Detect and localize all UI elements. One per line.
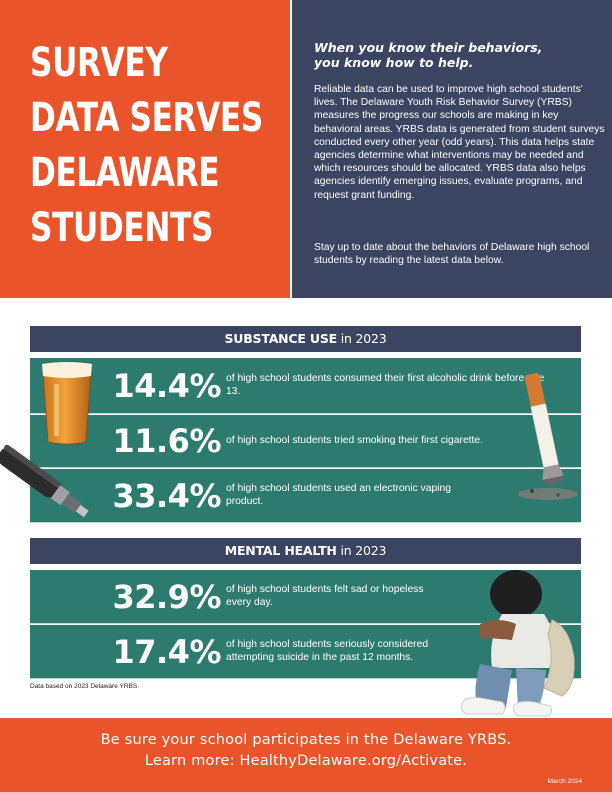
stat-row-vaping: 33.4% of high school students used an el… xyxy=(30,469,581,523)
mental-health-heading-bold: MENTAL HEALTH xyxy=(224,543,337,558)
stat-value: 14.4% xyxy=(112,366,221,405)
substance-use-heading-bold: SUBSTANCE USE xyxy=(224,331,337,346)
sad-student-photo xyxy=(461,570,575,717)
substance-use-heading: SUBSTANCE USE in 2023 xyxy=(30,326,581,352)
vape-pen-photo xyxy=(0,444,89,518)
title-line-4: STUDENTS xyxy=(30,205,214,251)
intro-paragraph: Reliable data can be used to improve hig… xyxy=(314,84,605,201)
stat-row-alcohol: 14.4% of high school students consumed t… xyxy=(30,358,581,414)
page-title: SURVEY DATA SERVES DELAWARE STUDENTS xyxy=(30,36,263,256)
stat-description: of high school students seriously consid… xyxy=(226,639,429,663)
title-line-1: SURVEY xyxy=(30,40,168,86)
stat-value: 32.9% xyxy=(112,577,221,616)
footer-banner: Be sure your school participates in the … xyxy=(0,718,612,792)
beer-glass-photo xyxy=(42,362,92,445)
stat-description: of high school students felt sad or hope… xyxy=(226,584,424,608)
substance-use-heading-year: in 2023 xyxy=(336,331,387,346)
stat-value: 11.6% xyxy=(112,422,221,460)
mental-health-heading: MENTAL HEALTH in 2023 xyxy=(30,538,581,564)
stat-value: 33.4% xyxy=(112,476,221,515)
hero-title-panel: SURVEY DATA SERVES DELAWARE STUDENTS xyxy=(0,0,290,298)
stat-row-cigarette: 11.6% of high school students tried smok… xyxy=(30,415,581,468)
cta-line-2: Learn more: HealthyDelaware.org/Activate… xyxy=(144,753,468,769)
intro-panel: When you know their behaviors, you know … xyxy=(292,0,612,298)
stat-description: of high school students consumed their f… xyxy=(226,373,545,397)
publication-date: March 2024 xyxy=(547,778,582,785)
tagline-line-1: When you know their behaviors, xyxy=(314,40,543,55)
stat-value: 17.4% xyxy=(112,632,221,671)
cta-line-1: Be sure your school participates in the … xyxy=(100,732,512,748)
data-source-footnote: Data based on 2023 Delaware YRBS. xyxy=(30,683,140,690)
title-line-2: DATA SERVES xyxy=(30,95,263,141)
stat-description: of high school students tried smoking th… xyxy=(226,434,483,446)
title-line-3: DELAWARE xyxy=(30,150,220,196)
intro-paragraph-2: Stay up to date about the behaviors of D… xyxy=(314,242,590,267)
tagline: When you know their behaviors, you know … xyxy=(314,40,604,70)
tagline-line-2: you know how to help. xyxy=(314,55,474,70)
cigarette-photo xyxy=(518,372,578,500)
stat-description: of high school students used an electron… xyxy=(226,483,451,507)
mental-health-heading-year: in 2023 xyxy=(336,543,387,558)
stat-row-sad: 32.9% of high school students felt sad o… xyxy=(30,570,581,624)
